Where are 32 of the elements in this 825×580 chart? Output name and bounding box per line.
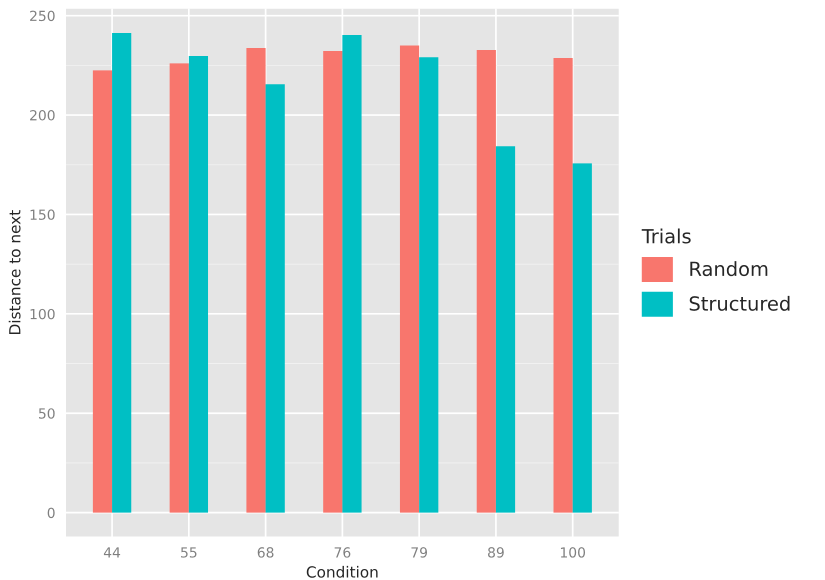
y-axis-title: Distance to next	[8, 210, 21, 334]
x-axis-title: Condition	[306, 566, 378, 578]
bar	[112, 32, 132, 513]
x-tick-label: 44	[104, 547, 120, 558]
bar	[246, 48, 266, 513]
bar	[323, 51, 342, 513]
y-tick-label: 200	[30, 110, 55, 121]
bar	[572, 163, 592, 513]
legend-title: Trials	[642, 228, 691, 244]
y-tick-label: 100	[30, 308, 55, 320]
x-tick-label: 76	[334, 547, 350, 558]
bar	[553, 58, 573, 513]
x-tick-label: 89	[488, 547, 504, 558]
x-tick-label: 68	[258, 547, 274, 558]
y-tick-label: 150	[30, 209, 55, 220]
x-tick-label: 55	[181, 547, 196, 558]
bar	[266, 84, 285, 513]
bar	[496, 146, 516, 513]
y-tick-label: 50	[38, 408, 55, 419]
x-tick-label: 100	[560, 547, 586, 558]
y-tick-label: 250	[30, 10, 55, 22]
bar	[342, 34, 362, 513]
bar	[188, 56, 208, 513]
bar	[476, 50, 496, 513]
y-tick-label: 0	[48, 508, 55, 518]
legend-label: Random	[690, 261, 768, 276]
bar	[92, 70, 112, 513]
bar	[170, 63, 189, 513]
legend-label: Structured	[690, 296, 790, 311]
bar	[419, 57, 438, 513]
x-tick-label: 79	[411, 547, 428, 558]
bar	[400, 45, 420, 513]
